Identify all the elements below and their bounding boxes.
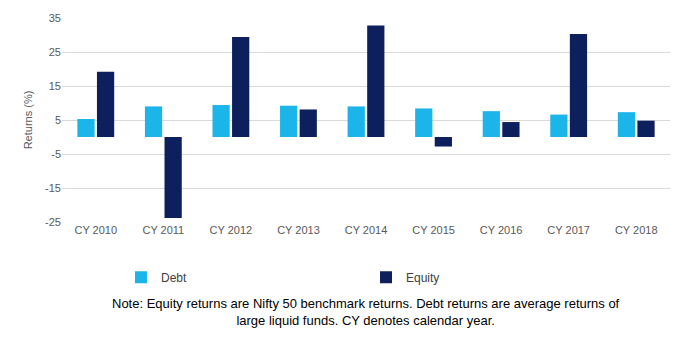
svg-text:CY 2015: CY 2015 <box>412 224 455 236</box>
svg-text:CY 2010: CY 2010 <box>74 224 117 236</box>
svg-text:CY 2016: CY 2016 <box>480 224 523 236</box>
svg-text:-25: -25 <box>45 216 61 228</box>
svg-text:CY 2017: CY 2017 <box>547 224 590 236</box>
svg-text:CY 2018: CY 2018 <box>615 224 658 236</box>
svg-text:Returns (%): Returns (%) <box>22 91 34 150</box>
svg-text:CY 2012: CY 2012 <box>210 224 253 236</box>
svg-text:CY 2013: CY 2013 <box>277 224 320 236</box>
svg-text:CY 2014: CY 2014 <box>345 224 388 236</box>
svg-text:15: 15 <box>49 80 61 92</box>
svg-text:-15: -15 <box>45 182 61 194</box>
svg-text:-5: -5 <box>51 148 61 160</box>
svg-text:Debt: Debt <box>161 271 187 285</box>
svg-text:Note: Equity returns are Nifty: Note: Equity returns are Nifty 50 benchm… <box>112 296 620 328</box>
svg-text:5: 5 <box>55 114 61 126</box>
svg-text:CY 2011: CY 2011 <box>142 224 184 236</box>
svg-text:Equity: Equity <box>406 271 439 285</box>
svg-text:35: 35 <box>49 12 61 24</box>
svg-text:25: 25 <box>49 46 61 58</box>
